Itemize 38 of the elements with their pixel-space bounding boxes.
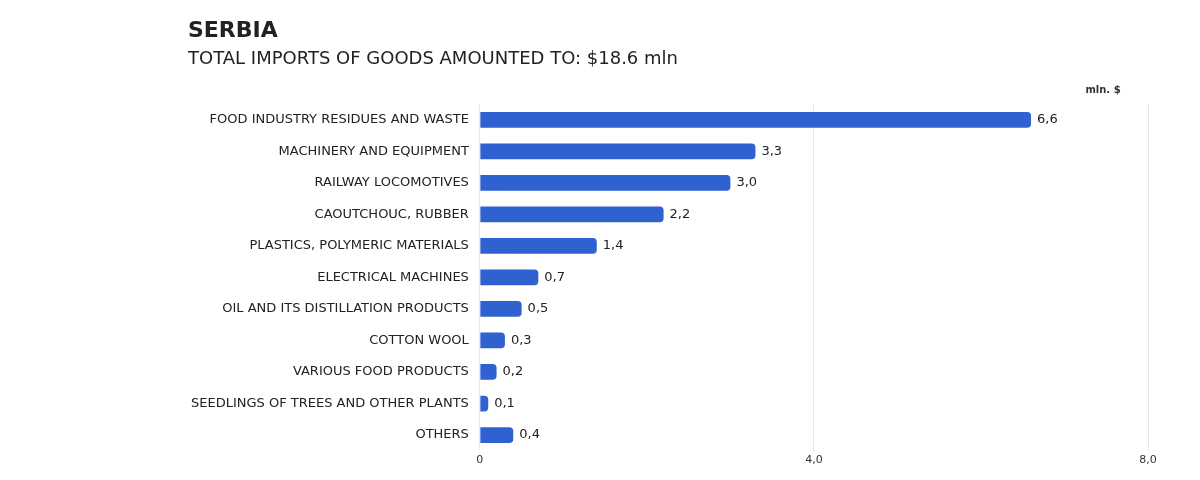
bar xyxy=(480,364,497,380)
data-label: 0,1 xyxy=(494,394,515,410)
y-tick-label: SEEDLINGS OF TREES AND OTHER PLANTS xyxy=(191,394,469,410)
y-tick-label: FOOD INDUSTRY RESIDUES AND WASTE xyxy=(209,111,469,127)
chart-subtitle: TOTAL IMPORTS OF GOODS AMOUNTED TO: $18.6 mln xyxy=(187,46,678,68)
data-label: 0,2 xyxy=(502,363,524,379)
x-tick-label: 0 xyxy=(476,453,484,467)
bar xyxy=(480,269,539,286)
y-tick-label: COTTON WOOL xyxy=(369,331,470,347)
data-label: 0,4 xyxy=(519,426,540,442)
bar xyxy=(480,301,522,317)
y-tick-label: MACHINERY AND EQUIPMENT xyxy=(278,142,469,158)
bar xyxy=(480,427,514,443)
bar xyxy=(480,332,505,349)
data-label: 0,3 xyxy=(510,331,532,347)
y-tick-label: OTHERS xyxy=(415,426,469,442)
data-label: 2,2 xyxy=(669,205,691,221)
x-tick-label: 4,0 xyxy=(805,453,823,467)
data-label: 6,6 xyxy=(1037,111,1058,127)
bar xyxy=(480,111,1032,128)
x-tick-label: 8,0 xyxy=(1139,453,1157,467)
data-label: 0,5 xyxy=(527,300,549,316)
y-tick-label: RAILWAY LOCOMOTIVES xyxy=(314,174,469,190)
text: SERBIA xyxy=(188,16,278,42)
bar xyxy=(480,174,731,191)
y-tick-label: CAOUTCHOUC, RUBBER xyxy=(314,205,469,221)
x-axis-title: mln. $ xyxy=(1085,83,1121,95)
y-tick-label: OIL AND ITS DISTILLATION PRODUCTS xyxy=(222,300,469,316)
data-label: 1,4 xyxy=(602,237,624,253)
y-tick-label: PLASTICS, POLYMERIC MATERIALS xyxy=(249,237,469,253)
bar xyxy=(480,206,664,223)
data-label: 3,3 xyxy=(761,142,783,158)
y-tick-label: ELECTRICAL MACHINES xyxy=(317,268,469,284)
data-label: 0,7 xyxy=(544,268,566,284)
bar xyxy=(480,143,756,160)
bar xyxy=(480,237,597,254)
data-label: 3,0 xyxy=(736,174,758,190)
y-tick-label: VARIOUS FOOD PRODUCTS xyxy=(292,363,469,379)
